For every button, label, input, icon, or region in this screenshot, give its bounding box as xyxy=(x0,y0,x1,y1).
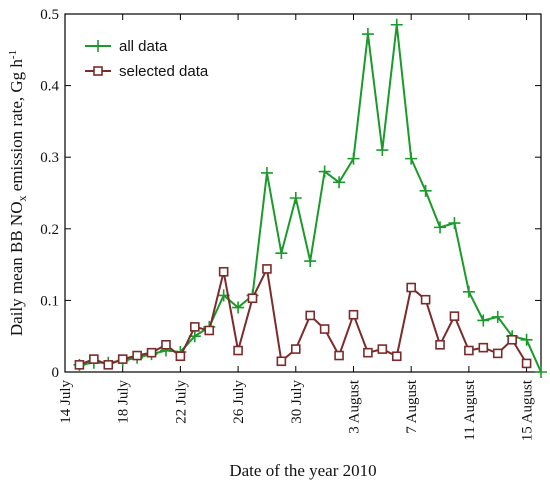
y-label-part: emission rate, Gg h xyxy=(7,59,26,196)
legend-symbol xyxy=(93,66,103,76)
point xyxy=(492,348,503,359)
y-tick-label: 0.3 xyxy=(40,150,59,166)
point xyxy=(363,347,373,358)
point xyxy=(333,176,346,189)
point xyxy=(334,350,344,361)
point xyxy=(390,18,403,31)
plot-frame xyxy=(64,13,542,373)
y-label-sup: -1 xyxy=(7,50,19,59)
point xyxy=(218,266,229,277)
point xyxy=(361,28,374,41)
point xyxy=(233,345,243,356)
point xyxy=(117,354,128,364)
series-markers xyxy=(74,264,532,370)
legend-marker xyxy=(93,66,103,76)
point xyxy=(132,350,142,361)
point xyxy=(448,217,461,230)
point xyxy=(275,247,288,260)
y-tick-label: 0.2 xyxy=(40,222,59,238)
x-tick-label: 30 July xyxy=(289,380,305,424)
x-tick-label: 18 July xyxy=(116,380,132,424)
point xyxy=(161,339,171,350)
point xyxy=(376,144,389,157)
point xyxy=(89,354,99,364)
y-tick-label: 0.5 xyxy=(40,7,59,23)
point xyxy=(521,358,532,369)
y-tick-label: 0.4 xyxy=(40,79,59,95)
point xyxy=(290,344,301,354)
point xyxy=(304,255,317,268)
x-tick-label: 26 July xyxy=(231,380,247,424)
point xyxy=(232,301,245,314)
point xyxy=(434,221,447,234)
point xyxy=(319,324,330,334)
y-tick-label: 0 xyxy=(52,365,60,381)
legend-label: all data xyxy=(119,38,168,55)
x-tick-label: 3 August xyxy=(346,379,362,434)
x-tick-label: 15 August xyxy=(520,379,536,441)
point xyxy=(175,351,186,362)
point xyxy=(318,165,331,178)
y-axis-label: Daily mean BB NOx emission rate, Gg h-1 xyxy=(7,50,29,336)
point xyxy=(478,342,489,353)
point xyxy=(464,345,474,356)
point xyxy=(204,325,215,336)
point xyxy=(477,314,490,327)
legend-marker xyxy=(92,40,104,52)
point xyxy=(262,264,272,274)
point xyxy=(247,293,258,304)
point xyxy=(347,152,360,165)
point xyxy=(146,347,157,358)
x-tick-label: 11 August xyxy=(462,379,478,441)
y-tick-label: 0.1 xyxy=(40,293,59,309)
point xyxy=(491,310,504,323)
point xyxy=(449,311,460,321)
point xyxy=(507,334,517,345)
point xyxy=(305,310,316,321)
point xyxy=(419,184,432,197)
point xyxy=(289,192,302,205)
series-line xyxy=(79,265,528,366)
y-label-part: Daily mean BB NO xyxy=(7,202,26,337)
point xyxy=(74,360,85,370)
point xyxy=(405,152,418,165)
legend-symbol xyxy=(92,40,104,52)
x-tick-label: 7 August xyxy=(404,379,420,434)
point xyxy=(377,344,388,354)
x-tick-label: 14 July xyxy=(58,380,74,424)
point xyxy=(391,351,402,362)
y-label-sub: x xyxy=(15,196,29,202)
point xyxy=(190,322,200,332)
point xyxy=(276,356,287,367)
legend-label: selected data xyxy=(119,63,209,80)
x-tick-label: 22 July xyxy=(173,380,189,424)
x-axis-label: Date of the year 2010 xyxy=(229,461,376,480)
point xyxy=(260,166,273,179)
point xyxy=(103,360,114,370)
point xyxy=(462,285,475,298)
point xyxy=(406,282,416,293)
point xyxy=(420,294,431,305)
point xyxy=(435,339,445,350)
point xyxy=(348,309,359,320)
point xyxy=(520,333,533,346)
point xyxy=(535,366,547,378)
